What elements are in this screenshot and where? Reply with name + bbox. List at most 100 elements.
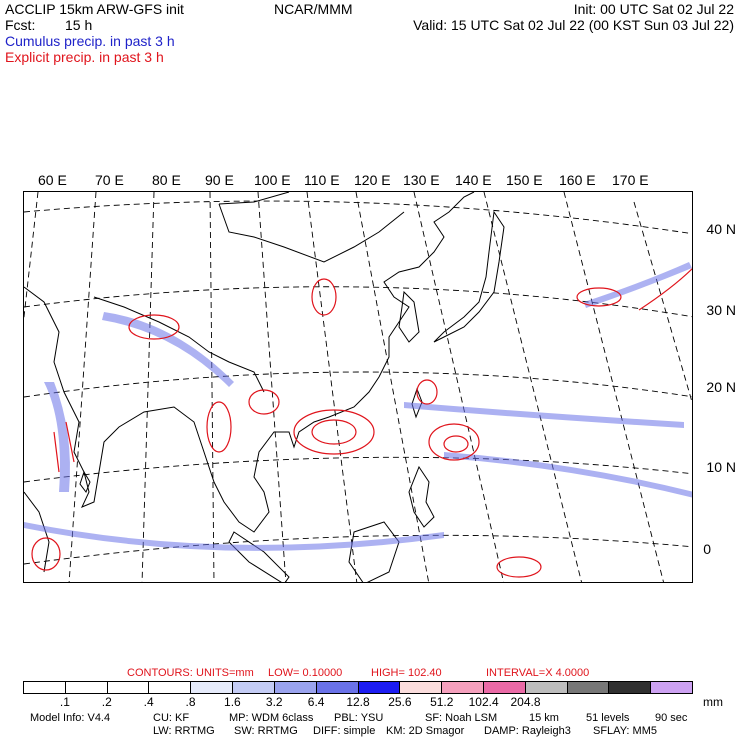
- lon-label-100e: 100 E: [254, 172, 291, 188]
- explicit-precip: [31, 268, 692, 578]
- cumulus-band-tibet: [102, 312, 234, 387]
- colorbar-swatch: [442, 682, 484, 693]
- meridian-160e: [633, 201, 692, 404]
- footer-cu: CU: KF: [153, 712, 190, 724]
- map-title: ACCLIP 15km ARW-GFS init: [5, 1, 184, 17]
- colorbar-tick-label: 6.4: [307, 695, 325, 709]
- colorbar-swatch: [107, 682, 150, 693]
- colorbar-tick-label: .8: [185, 695, 196, 709]
- colorbar-swatch: [65, 682, 108, 693]
- cumulus-band-ocean: [404, 402, 684, 428]
- colorbar-swatch: [233, 682, 275, 693]
- precip-cell-south-china-sea-inner: [311, 419, 357, 445]
- lon-label-80e: 80 E: [152, 172, 181, 188]
- footer-pbl: PBL: YSU: [334, 712, 384, 724]
- lat-label-20n: 20 N: [706, 379, 736, 395]
- borneo-coast: [348, 521, 400, 582]
- colorbar-swatch: [358, 682, 401, 693]
- korea-coast: [398, 290, 420, 343]
- colorbar-unit: mm: [703, 695, 723, 709]
- colorbar-tick-label: 1.6: [224, 695, 241, 709]
- philippines-coast: [408, 465, 435, 528]
- footer-diff: DIFF: simple: [313, 725, 376, 737]
- colorbar-swatch: [483, 682, 526, 693]
- meridian-90e: [209, 192, 215, 582]
- lon-label-70e: 70 E: [95, 172, 124, 188]
- meridian-110e: [306, 192, 358, 582]
- china-mongolia-border: [218, 192, 405, 263]
- parallel-20n: [24, 371, 692, 398]
- cumulus-precip: [24, 262, 692, 551]
- india-border: [93, 296, 265, 393]
- contour-high: HIGH= 102.40: [371, 667, 442, 679]
- colorbar-swatch: [525, 682, 568, 693]
- precipitation-map: [23, 191, 693, 583]
- precip-cell-indian-ocean: [31, 537, 61, 571]
- colorbar-tick-label: 25.6: [388, 695, 412, 709]
- colorbar-tick-label: 204.8: [510, 695, 541, 709]
- precip-cell-sichuan: [311, 278, 337, 316]
- footer-sf: SF: Noah LSM: [425, 712, 498, 724]
- precip-cell-equatorial-pacific: [496, 556, 542, 578]
- footer-damp: DAMP: Rayleigh3: [484, 725, 571, 737]
- colorbar-tick-label: .1: [59, 695, 70, 709]
- lat-label-30n: 30 N: [706, 302, 736, 318]
- precip-cell-nw-pacific: [576, 287, 622, 307]
- colorbar-tick-label: .4: [143, 695, 154, 709]
- precip-cell-philippine-sea: [428, 423, 480, 461]
- asia-coast: [24, 192, 475, 533]
- srilanka-coast: [79, 470, 91, 494]
- precip-cell-tibet: [128, 314, 180, 340]
- organization-label: NCAR/MMM: [274, 1, 353, 17]
- footer-model-info: Model Info: V4.4: [30, 712, 111, 724]
- footer-levels: 51 levels: [586, 712, 630, 724]
- colorbar-tick-label: 12.8: [346, 695, 370, 709]
- graticule: [24, 192, 692, 582]
- meridian-70e: [68, 192, 97, 582]
- colorbar-tick-label: .2: [101, 695, 112, 709]
- contour-interval: INTERVAL=X 4.0000: [486, 667, 590, 679]
- footer-timestep: 90 sec: [655, 712, 688, 724]
- meridian-60e: [24, 192, 39, 321]
- colorbar: [23, 681, 693, 694]
- colorbar-tick-label: 51.2: [430, 695, 454, 709]
- colorbar-swatch: [274, 682, 317, 693]
- colorbar-swatch: [400, 682, 443, 693]
- contour-label: CONTOURS:: [127, 667, 193, 679]
- footer-resolution: 15 km: [529, 712, 559, 724]
- meridian-130e: [413, 192, 505, 582]
- meridian-140e: [483, 192, 582, 582]
- colorbar-swatch: [149, 682, 192, 693]
- precip-line-nw-pacific: [638, 268, 692, 311]
- lon-label-160e: 160 E: [559, 172, 596, 188]
- precip-cell-south-china-sea: [293, 409, 375, 455]
- parallel-40n: [24, 200, 692, 235]
- legend-explicit: Explicit precip. in past 3 h: [5, 49, 164, 65]
- lon-label-110e: 110 E: [304, 172, 340, 188]
- footer-sw: SW: RRTMG: [234, 725, 298, 737]
- lat-label-10n: 10 N: [706, 459, 736, 475]
- precip-cell-philippine-sea-inner: [443, 435, 469, 453]
- colorbar-swatch: [651, 682, 692, 693]
- meridian-120e: [355, 192, 430, 582]
- japan-coast: [433, 210, 505, 343]
- meridian-100e: [257, 192, 287, 582]
- colorbar-swatch: [191, 682, 234, 693]
- cumulus-band-equator: [24, 522, 444, 551]
- map-canvas: [24, 192, 692, 582]
- precip-cell-east-of-taiwan: [416, 379, 438, 405]
- legend-cumulus: Cumulus precip. in past 3 h: [5, 33, 175, 49]
- precip-cell-indochina: [248, 389, 280, 415]
- colorbar-swatch: [24, 682, 66, 693]
- footer-mp: MP: WDM 6class: [229, 712, 314, 724]
- contour-low: LOW= 0.10000: [268, 667, 343, 679]
- valid-time: Valid: 15 UTC Sat 02 Jul 22 (00 KST Sun …: [413, 17, 734, 33]
- footer-sflay: SFLAY: MM5: [593, 725, 657, 737]
- lon-label-90e: 90 E: [205, 172, 234, 188]
- cumulus-band-pacific: [444, 452, 692, 498]
- meridian-150e: [563, 192, 664, 582]
- meridian-80e: [141, 192, 155, 582]
- forecast-hour: 15 h: [65, 17, 93, 33]
- cumulus-band-india: [44, 382, 70, 492]
- precip-line-western-ghats: [53, 421, 75, 473]
